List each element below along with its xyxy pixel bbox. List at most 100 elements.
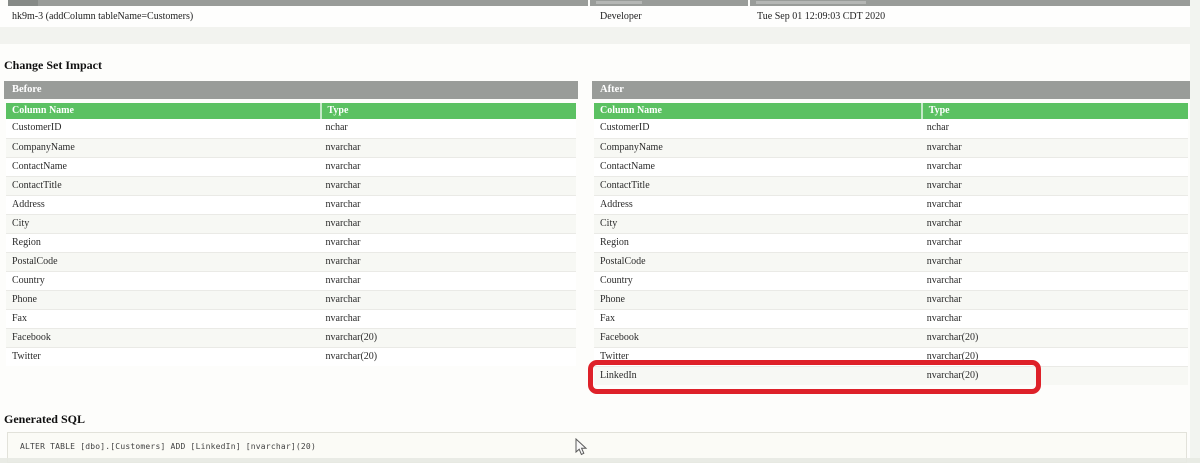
- generated-sql-box: ALTER TABLE [dbo].[Customers] ADD [Linke…: [7, 432, 1187, 463]
- table-row: CustomerID nchar: [6, 119, 576, 138]
- table-row: Facebook nvarchar(20): [6, 328, 576, 347]
- changeset-row[interactable]: hk9m-3 (addColumn tableName=Customers) D…: [0, 6, 1190, 27]
- column-name-cell: Phone: [600, 294, 625, 305]
- column-type-cell: nvarchar: [926, 161, 962, 172]
- clipped-header-text: [756, 1, 866, 4]
- table-row: Address nvarchar: [6, 195, 576, 214]
- column-type-cell: nvarchar(20): [926, 332, 979, 343]
- table-row: Address nvarchar: [594, 195, 1188, 214]
- sql-statement: ALTER TABLE [dbo].[Customers] ADD [Linke…: [20, 442, 316, 451]
- type-header: Type: [319, 103, 577, 119]
- column-name-cell: PostalCode: [600, 256, 646, 267]
- table-row: CompanyName nvarchar: [6, 138, 576, 157]
- red-annotation-box: [588, 360, 1041, 394]
- column-type-cell: nvarchar(20): [926, 370, 979, 381]
- column-name-header: Column Name: [12, 105, 74, 116]
- column-type-cell: nvarchar: [325, 161, 361, 172]
- clipped-table-header-bar: [8, 0, 1190, 6]
- column-type-cell: nvarchar: [325, 313, 361, 324]
- column-name-cell: Region: [600, 237, 629, 248]
- row-separator-band: [0, 27, 1190, 44]
- column-divider: [748, 0, 750, 6]
- column-name-cell: Fax: [600, 313, 615, 324]
- changeset-author: Developer: [600, 11, 642, 22]
- column-name-cell: CustomerID: [600, 122, 650, 133]
- after-section-header: After: [592, 81, 1190, 99]
- column-name-cell: ContactName: [600, 161, 655, 172]
- column-name-cell: City: [12, 218, 30, 229]
- column-type-cell: nvarchar: [926, 237, 962, 248]
- mouse-cursor-icon: [575, 438, 588, 456]
- table-row: Twitter nvarchar(20): [594, 347, 1188, 366]
- column-name-cell: Phone: [12, 294, 37, 305]
- column-type-cell: nchar: [325, 122, 348, 133]
- table-row: CustomerID nchar: [594, 119, 1188, 138]
- column-type-cell: nvarchar: [325, 275, 361, 286]
- table-row: Country nvarchar: [594, 271, 1188, 290]
- table-row: City nvarchar: [6, 214, 576, 233]
- table-row: Region nvarchar: [594, 233, 1188, 252]
- column-name-cell: CompanyName: [12, 142, 75, 153]
- after-rows: CustomerID nchar CompanyName nvarchar Contac…: [594, 119, 1188, 385]
- column-name-cell: ContactTitle: [12, 180, 62, 191]
- column-type-cell: nvarchar: [926, 275, 962, 286]
- column-type-cell: nvarchar: [325, 256, 361, 267]
- column-type-cell: nvarchar: [325, 142, 361, 153]
- column-type-cell: nvarchar: [926, 199, 962, 210]
- type-header: Type: [920, 103, 1188, 119]
- table-row: Country nvarchar: [6, 271, 576, 290]
- column-type-cell: nvarchar: [325, 199, 361, 210]
- column-type-cell: nvarchar: [325, 180, 361, 191]
- before-section-header: Before: [4, 81, 578, 99]
- column-name-cell: Twitter: [600, 351, 629, 362]
- column-type-cell: nvarchar: [325, 218, 361, 229]
- column-divider: [588, 0, 590, 6]
- column-name-cell: Address: [600, 199, 633, 210]
- table-row: ContactName nvarchar: [594, 157, 1188, 176]
- table-row: Phone nvarchar: [6, 290, 576, 309]
- bottom-edge-strip: [0, 458, 1200, 463]
- table-row: ContactTitle nvarchar: [6, 176, 576, 195]
- after-column-headers: Column Name Type: [594, 103, 1188, 119]
- column-type-cell: nvarchar: [926, 313, 962, 324]
- column-name-cell: Address: [12, 199, 45, 210]
- column-type-cell: nvarchar: [926, 218, 962, 229]
- column-name-cell: Country: [600, 275, 633, 286]
- generated-sql-heading: Generated SQL: [4, 412, 85, 426]
- column-type-cell: nvarchar: [325, 237, 361, 248]
- column-name-cell: ContactTitle: [600, 180, 650, 191]
- before-table: Before Column Name Type CustomerID nchar C…: [4, 81, 578, 366]
- column-name-cell: CustomerID: [12, 122, 62, 133]
- column-name-cell: Fax: [12, 313, 27, 324]
- column-type-cell: nvarchar(20): [325, 351, 378, 362]
- column-name-cell: Facebook: [12, 332, 51, 343]
- column-name-cell: Facebook: [600, 332, 639, 343]
- clipped-header-text: [596, 1, 642, 4]
- column-name-cell: PostalCode: [12, 256, 58, 267]
- column-type-cell: nchar: [926, 122, 949, 133]
- after-table: After Column Name Type CustomerID nchar Co…: [592, 81, 1190, 385]
- change-set-impact-heading: Change Set Impact: [4, 58, 102, 72]
- table-row: Fax nvarchar: [594, 309, 1188, 328]
- header-segment: [8, 0, 38, 6]
- column-type-cell: nvarchar(20): [926, 351, 979, 362]
- table-row: PostalCode nvarchar: [6, 252, 576, 271]
- table-row: ContactTitle nvarchar: [594, 176, 1188, 195]
- column-name-cell: Country: [12, 275, 45, 286]
- table-row: Phone nvarchar: [594, 290, 1188, 309]
- changeset-date-executed: Tue Sep 01 12:09:03 CDT 2020: [757, 11, 886, 22]
- column-name-header: Column Name: [600, 105, 662, 116]
- column-type-cell: nvarchar: [926, 256, 962, 267]
- table-row: PostalCode nvarchar: [594, 252, 1188, 271]
- table-row: Facebook nvarchar(20): [594, 328, 1188, 347]
- column-type-cell: nvarchar(20): [325, 332, 378, 343]
- before-column-headers: Column Name Type: [6, 103, 576, 119]
- column-type-cell: nvarchar: [926, 180, 962, 191]
- column-name-cell: CompanyName: [600, 142, 663, 153]
- table-row: City nvarchar: [594, 214, 1188, 233]
- table-row: ContactName nvarchar: [6, 157, 576, 176]
- column-type-cell: nvarchar: [926, 142, 962, 153]
- table-row: Fax nvarchar: [6, 309, 576, 328]
- column-name-cell: LinkedIn: [600, 370, 637, 381]
